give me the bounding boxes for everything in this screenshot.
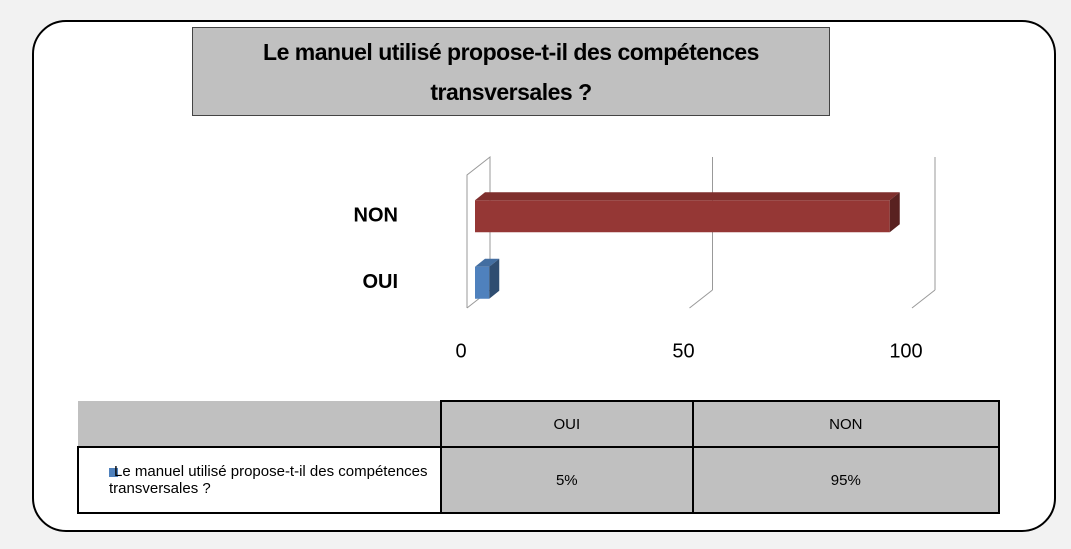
value-cell: 95% bbox=[691, 446, 1001, 514]
x-tick-label: 100 bbox=[889, 340, 922, 362]
bar-top bbox=[475, 258, 500, 267]
value-cell: 5% bbox=[440, 446, 694, 514]
legend-key bbox=[109, 467, 118, 477]
y-tick-label: OUI bbox=[362, 271, 398, 293]
grid-line bbox=[911, 289, 936, 309]
bar-side bbox=[489, 258, 500, 299]
blank-cell bbox=[78, 401, 442, 448]
bar bbox=[475, 200, 890, 233]
bar bbox=[475, 266, 490, 299]
bar-top bbox=[475, 192, 900, 201]
chart-title: Le manuel utilisé propose-t-il des compé… bbox=[192, 27, 830, 116]
data-table: OUI NON Le manuel utilisé propose-t-il d… bbox=[77, 400, 1001, 514]
y-tick-label: NON bbox=[354, 205, 398, 227]
x-tick-label: 0 bbox=[455, 340, 466, 362]
bar-side bbox=[889, 192, 900, 233]
grid-line bbox=[689, 289, 713, 309]
row-header: Le manuel utilisé propose-t-il des compé… bbox=[77, 446, 442, 514]
column-header: NON bbox=[691, 400, 1001, 448]
column-header: OUI bbox=[440, 400, 694, 448]
x-tick-label: 50 bbox=[672, 340, 694, 362]
series-name: Le manuel utilisé propose-t-il des compé… bbox=[109, 463, 428, 497]
